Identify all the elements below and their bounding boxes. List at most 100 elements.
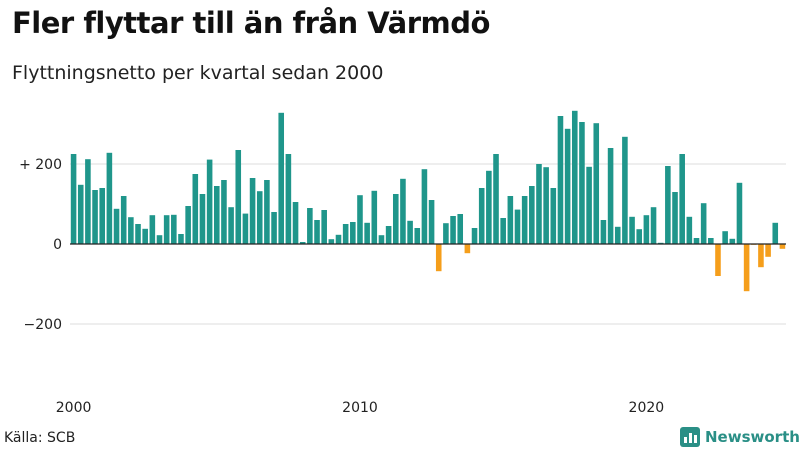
bar: [450, 216, 456, 244]
bar: [113, 208, 120, 244]
bar: [779, 244, 786, 249]
y-tick-label: 0: [53, 237, 62, 253]
bar: [128, 217, 134, 244]
bar: [650, 207, 657, 244]
bar: [593, 123, 600, 244]
bar: [407, 220, 413, 244]
bar: [235, 150, 242, 244]
bar: [350, 222, 356, 244]
bar: [629, 216, 635, 244]
bar: [120, 196, 127, 244]
chart-subtitle: Flyttningsnetto per kvartal sedan 2000: [12, 62, 384, 84]
bar: [607, 148, 614, 244]
bar: [643, 215, 650, 244]
bar: [736, 182, 743, 244]
bars: [70, 110, 786, 292]
bar: [722, 231, 728, 244]
bar: [400, 178, 406, 244]
axes: + 200 0 −200 2000 2010 2020: [19, 157, 786, 416]
bar: [700, 203, 707, 244]
bar: [371, 190, 378, 244]
bar: [550, 188, 557, 244]
bar: [543, 167, 549, 244]
brand-name: Newsworthy: [705, 428, 800, 446]
bar: [758, 244, 764, 268]
bar: [264, 180, 270, 244]
newsworthy-brand[interactable]: Newsworthy: [680, 427, 800, 447]
bar: [70, 154, 77, 244]
bar: [206, 159, 213, 244]
bar: [443, 223, 449, 244]
bar: [328, 239, 335, 244]
y-tick-label: + 200: [19, 157, 62, 173]
bar: [464, 244, 471, 254]
bar: [715, 244, 721, 276]
bar: [357, 195, 363, 244]
bar: [385, 226, 392, 244]
bar: [500, 218, 506, 244]
bar: [622, 136, 628, 244]
bar: [149, 215, 156, 244]
bar: [772, 222, 779, 244]
bar: [579, 122, 585, 244]
x-tick-label: 2000: [56, 400, 92, 416]
bar: [557, 116, 564, 244]
bar: [321, 210, 327, 244]
bar: [586, 166, 592, 244]
bar: [156, 235, 163, 244]
bar: [285, 154, 292, 244]
bar: [292, 202, 299, 244]
bar: [221, 180, 227, 244]
bar: [178, 234, 184, 244]
bar: [672, 192, 678, 244]
bar: [185, 206, 191, 244]
bar: [600, 220, 607, 244]
bar: [364, 222, 370, 244]
bar: [708, 238, 714, 244]
bar: [571, 110, 578, 244]
bar: [564, 128, 571, 244]
bar: [192, 174, 199, 244]
bar: [636, 229, 643, 244]
bar: [171, 214, 177, 244]
bar: [665, 166, 671, 244]
bar: [213, 186, 220, 244]
bar: [765, 244, 771, 257]
bar: [729, 238, 736, 244]
source-note: Källa: SCB: [4, 430, 76, 446]
bar: [514, 209, 521, 244]
bar: [242, 213, 249, 244]
bar: [99, 188, 106, 244]
bar: [392, 194, 399, 244]
gridlines: [70, 163, 786, 325]
bar: [521, 196, 528, 244]
bar: [77, 184, 84, 244]
bar: [135, 224, 141, 244]
bar: [92, 190, 98, 244]
bar: [256, 191, 263, 244]
bar: [342, 224, 349, 244]
bar: [378, 235, 385, 244]
bar: [199, 194, 206, 244]
bar: [471, 228, 478, 244]
bar: [228, 207, 234, 244]
bar: [106, 152, 113, 244]
x-tick-label: 2020: [629, 400, 665, 416]
x-tick-label: 2010: [342, 400, 378, 416]
bar: [249, 178, 256, 244]
bar: [743, 244, 750, 292]
bar: [478, 188, 485, 244]
bar: [414, 228, 421, 244]
bar: [486, 170, 492, 244]
chart-title: Fler flyttar till än från Värmdö: [12, 6, 490, 40]
bar: [307, 208, 313, 244]
bar: [428, 200, 435, 244]
y-tick-label: −200: [24, 317, 62, 333]
bar: [507, 196, 514, 244]
bar: [529, 186, 535, 244]
bar: [435, 244, 442, 272]
bar: [271, 212, 277, 244]
bar: [679, 154, 685, 244]
bar: [614, 226, 621, 244]
